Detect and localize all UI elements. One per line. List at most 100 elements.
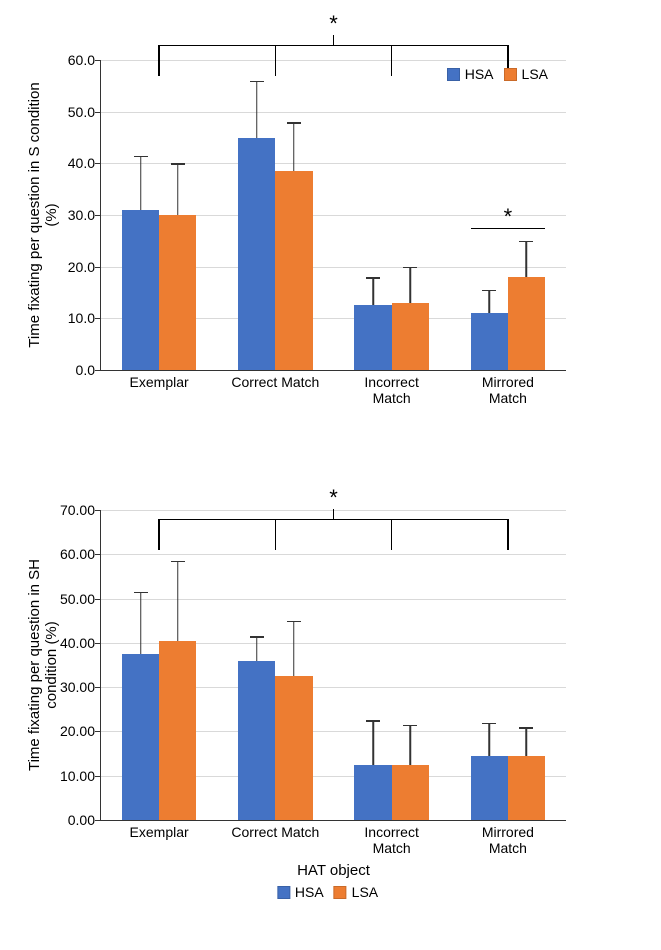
error-cap bbox=[519, 241, 533, 243]
bar bbox=[392, 303, 429, 370]
bar bbox=[275, 171, 312, 370]
error-cap bbox=[171, 163, 185, 165]
bracket-tick bbox=[275, 45, 277, 76]
plot-area: 0.0010.0020.0030.0040.0050.0060.0070.00T… bbox=[100, 510, 566, 821]
error-cap bbox=[366, 720, 380, 722]
error-cap bbox=[519, 727, 533, 729]
error-cap bbox=[366, 277, 380, 279]
gridline bbox=[101, 599, 566, 600]
legend-swatch bbox=[504, 68, 517, 81]
bracket-tick bbox=[507, 519, 509, 550]
bar bbox=[508, 756, 545, 820]
chart-panel: 0.010.020.030.040.050.060.0Time fixating… bbox=[40, 60, 580, 460]
significance-star: * bbox=[329, 485, 338, 511]
chart-panel: 0.0010.0020.0030.0040.0050.0060.0070.00T… bbox=[40, 510, 580, 910]
bracket-tick bbox=[391, 45, 393, 76]
significance-bracket bbox=[159, 45, 508, 46]
error-cap bbox=[250, 81, 264, 83]
ytick-label: 40.00 bbox=[60, 635, 101, 651]
y-axis-label: Time fixating per question in S conditio… bbox=[26, 82, 60, 347]
error-cap bbox=[250, 636, 264, 638]
bar bbox=[238, 661, 275, 820]
ytick-label: 0.00 bbox=[68, 812, 101, 828]
error-cap bbox=[134, 156, 148, 158]
ytick-label: 30.00 bbox=[60, 679, 101, 695]
bar bbox=[275, 676, 312, 820]
significance-star: * bbox=[504, 204, 513, 230]
legend-swatch bbox=[334, 886, 347, 899]
ytick-label: 10.0 bbox=[68, 310, 101, 326]
ytick-label: 30.0 bbox=[68, 207, 101, 223]
error-bar bbox=[293, 122, 295, 171]
error-bar bbox=[372, 720, 374, 764]
legend: HSA LSA bbox=[447, 66, 558, 84]
ytick-label: 20.00 bbox=[60, 723, 101, 739]
legend-label: HSA bbox=[465, 66, 494, 82]
error-cap bbox=[287, 621, 301, 623]
bar bbox=[159, 215, 196, 370]
bracket-tick bbox=[275, 519, 277, 550]
error-cap bbox=[482, 723, 496, 725]
xtick-label: IncorrectMatch bbox=[364, 370, 418, 406]
bar bbox=[122, 210, 159, 370]
error-bar bbox=[256, 636, 258, 660]
error-cap bbox=[134, 592, 148, 594]
bar bbox=[238, 138, 275, 371]
ytick-label: 0.0 bbox=[76, 362, 101, 378]
error-bar bbox=[526, 241, 528, 277]
error-bar bbox=[372, 277, 374, 305]
legend-item: LSA bbox=[504, 66, 548, 82]
y-axis-label: Time fixating per question in SHconditio… bbox=[26, 559, 60, 771]
ytick-label: 40.0 bbox=[68, 155, 101, 171]
error-bar bbox=[409, 725, 411, 765]
ytick-label: 50.00 bbox=[60, 591, 101, 607]
bar bbox=[471, 313, 508, 370]
gridline bbox=[101, 554, 566, 555]
error-cap bbox=[403, 725, 417, 727]
xtick-label: Exemplar bbox=[130, 820, 189, 840]
error-bar bbox=[409, 267, 411, 303]
bar bbox=[122, 654, 159, 820]
error-cap bbox=[482, 290, 496, 292]
xtick-label: MirroredMatch bbox=[482, 370, 534, 406]
error-bar bbox=[489, 290, 491, 313]
bracket-tick bbox=[391, 519, 393, 550]
xtick-label: Exemplar bbox=[130, 370, 189, 390]
bar bbox=[392, 765, 429, 820]
bar bbox=[508, 277, 545, 370]
error-bar bbox=[140, 592, 142, 654]
bar bbox=[354, 305, 391, 370]
bar bbox=[159, 641, 196, 820]
ytick-label: 60.0 bbox=[68, 52, 101, 68]
legend-item: HSA bbox=[277, 884, 324, 900]
bracket-tick bbox=[158, 45, 160, 76]
error-bar bbox=[177, 163, 179, 215]
error-cap bbox=[403, 267, 417, 269]
xtick-label: MirroredMatch bbox=[482, 820, 534, 856]
ytick-label: 70.00 bbox=[60, 502, 101, 518]
gridline bbox=[101, 60, 566, 61]
significance-star: * bbox=[329, 11, 338, 37]
error-bar bbox=[489, 723, 491, 756]
legend-item: HSA bbox=[447, 66, 494, 82]
error-cap bbox=[287, 122, 301, 124]
error-bar bbox=[140, 156, 142, 210]
error-bar bbox=[256, 81, 258, 138]
xtick-label: Correct Match bbox=[231, 370, 319, 390]
bracket-tick bbox=[158, 519, 160, 550]
significance-bracket bbox=[159, 519, 508, 520]
ytick-label: 20.0 bbox=[68, 259, 101, 275]
bar bbox=[471, 756, 508, 820]
plot-area: 0.010.020.030.040.050.060.0Time fixating… bbox=[100, 60, 566, 371]
error-cap bbox=[171, 561, 185, 563]
legend-swatch bbox=[447, 68, 460, 81]
legend-label: LSA bbox=[522, 66, 548, 82]
error-bar bbox=[526, 727, 528, 756]
ytick-label: 10.00 bbox=[60, 768, 101, 784]
xtick-label: IncorrectMatch bbox=[364, 820, 418, 856]
gridline bbox=[101, 112, 566, 113]
legend-item: LSA bbox=[334, 884, 378, 900]
error-bar bbox=[177, 561, 179, 641]
x-axis-label: HAT object bbox=[297, 820, 370, 879]
ytick-label: 50.0 bbox=[68, 104, 101, 120]
